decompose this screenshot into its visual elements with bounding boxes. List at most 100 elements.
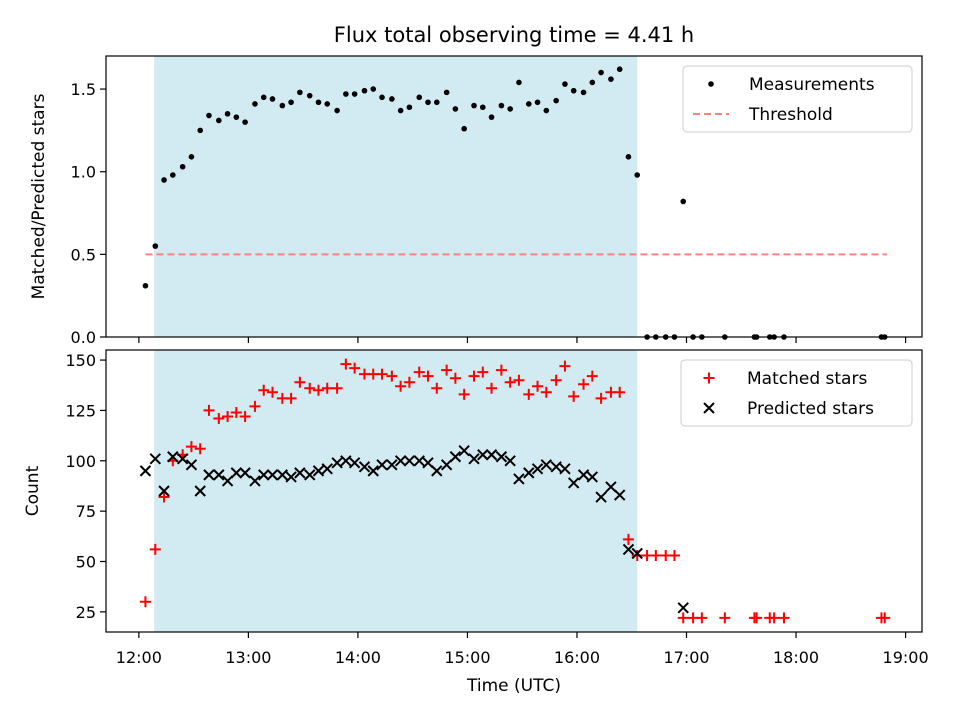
matched-stars-point xyxy=(376,368,388,380)
top-panel: 0.0 0.5 1.0 1.5 Matched/Predicted stars Measu… xyxy=(29,55,923,347)
measurements-point xyxy=(142,282,149,289)
matched-stars-point xyxy=(677,612,689,624)
matched-stars-point xyxy=(258,384,270,396)
measurements-point xyxy=(216,117,222,124)
predicted-stars-point xyxy=(495,451,508,463)
predicted-stars-point xyxy=(239,467,251,479)
matched-stars-point xyxy=(449,372,461,384)
matched-stars-point xyxy=(239,410,251,422)
predicted-stars-point xyxy=(431,465,443,477)
matched-stars-point xyxy=(719,612,731,624)
matched-stars-point xyxy=(222,410,234,422)
measurements-point xyxy=(433,99,440,106)
matched-stars-point xyxy=(595,392,607,404)
predicted-stars-point xyxy=(185,459,198,471)
x-tick-label: 19:00 xyxy=(883,648,929,667)
measurements-point xyxy=(351,91,358,97)
y-tick-label: 100 xyxy=(65,452,96,471)
y-tick-label: 75 xyxy=(76,502,96,521)
matched-stars-point xyxy=(413,366,425,378)
predicted-stars-point xyxy=(258,469,270,481)
measurements-point xyxy=(389,96,395,102)
predicted-stars-point xyxy=(605,481,617,493)
y-axis-label: Matched/Predicted stars xyxy=(29,93,49,299)
x-axis-label: Time (UTC) xyxy=(466,676,561,696)
predicted-stars-point xyxy=(194,485,206,497)
matched-stars-point xyxy=(304,382,316,394)
predicted-stars-point xyxy=(595,491,607,503)
matched-stars-point xyxy=(578,378,590,390)
matched-stars-point xyxy=(395,380,407,392)
matched-stars-point xyxy=(631,549,643,561)
bottom-panel: 25 50 75 100 125 150 12:00 13:00 14:00 15:00 16:00… xyxy=(23,349,929,667)
matched-stars-point xyxy=(523,388,535,400)
predicted-stars-point xyxy=(340,455,352,467)
measurements-point xyxy=(188,154,195,160)
y-tick-label: 1.0 xyxy=(71,163,96,182)
shaded-observing-span xyxy=(154,56,638,337)
measurements-point xyxy=(680,198,687,205)
measurements-point xyxy=(634,172,641,178)
legend-label-threshold: Threshold xyxy=(748,105,833,125)
measurements-point xyxy=(334,107,340,114)
x-tick-label: 12:00 xyxy=(116,648,162,667)
matched-stars-point xyxy=(532,380,544,392)
predicted-stars-point xyxy=(376,459,388,471)
measurements-point xyxy=(197,127,203,134)
measurements-point xyxy=(170,172,176,178)
legend-label-predicted-stars: Predicted stars xyxy=(747,399,874,419)
x-tick-label: 15:00 xyxy=(444,648,490,667)
legend-marker-measurements xyxy=(708,81,714,87)
measurements-point xyxy=(361,87,368,94)
y-tick-label: 0.5 xyxy=(71,245,96,264)
y-tick-label: 1.5 xyxy=(71,80,96,99)
measurements-point xyxy=(461,125,467,132)
measurements-point xyxy=(242,119,248,125)
predicted-stars-point xyxy=(468,453,480,465)
predicted-stars-point xyxy=(167,451,179,463)
matched-stars-point xyxy=(331,382,343,394)
y-axis-label: Count xyxy=(23,465,43,516)
predicted-stars-point xyxy=(249,475,261,487)
predicted-stars-point xyxy=(531,463,544,475)
matched-stars-point xyxy=(622,533,634,545)
matched-stars-point xyxy=(249,400,261,412)
measurements-point xyxy=(498,102,505,109)
predicted-stars-point xyxy=(613,489,626,501)
predicted-stars-point xyxy=(622,543,635,556)
legend-box xyxy=(680,359,913,427)
y-tick-label: 150 xyxy=(65,351,96,370)
measurements-point xyxy=(570,87,577,94)
measurements-point xyxy=(315,99,322,106)
y-tick-label: 25 xyxy=(76,603,96,622)
predicted-stars-point xyxy=(213,469,225,481)
matched-stars-point xyxy=(513,374,525,386)
measurements-point xyxy=(553,97,559,104)
matched-stars-point xyxy=(321,382,333,394)
x-tick-label: 18:00 xyxy=(773,648,819,667)
measurements-point xyxy=(152,243,159,249)
predicted-stars-point xyxy=(276,469,289,481)
matched-stars-point xyxy=(668,549,680,561)
measurements-point xyxy=(516,79,522,86)
predicted-stars-point xyxy=(203,469,215,481)
predicted-stars-point xyxy=(513,473,525,485)
measurements-point xyxy=(479,104,486,111)
measurements-point xyxy=(269,96,276,102)
predicted-stars-point xyxy=(386,459,398,471)
matched-stars-point xyxy=(158,491,170,503)
matched-stars-point xyxy=(431,382,443,394)
measurements-point xyxy=(598,69,604,76)
legend-label-matched-stars: Matched stars xyxy=(747,369,867,389)
matched-stars-point xyxy=(879,612,891,624)
matched-stars-point xyxy=(386,370,398,382)
matched-stars-point xyxy=(213,412,225,424)
matched-stars-point xyxy=(486,382,498,394)
matched-stars-point xyxy=(586,370,598,382)
predicted-stars-point xyxy=(221,475,234,487)
predicted-stars-point xyxy=(550,461,562,473)
legend-box xyxy=(682,65,913,133)
measurements-point xyxy=(608,76,614,82)
measurements-point xyxy=(161,177,167,183)
measurements-point xyxy=(233,114,240,120)
